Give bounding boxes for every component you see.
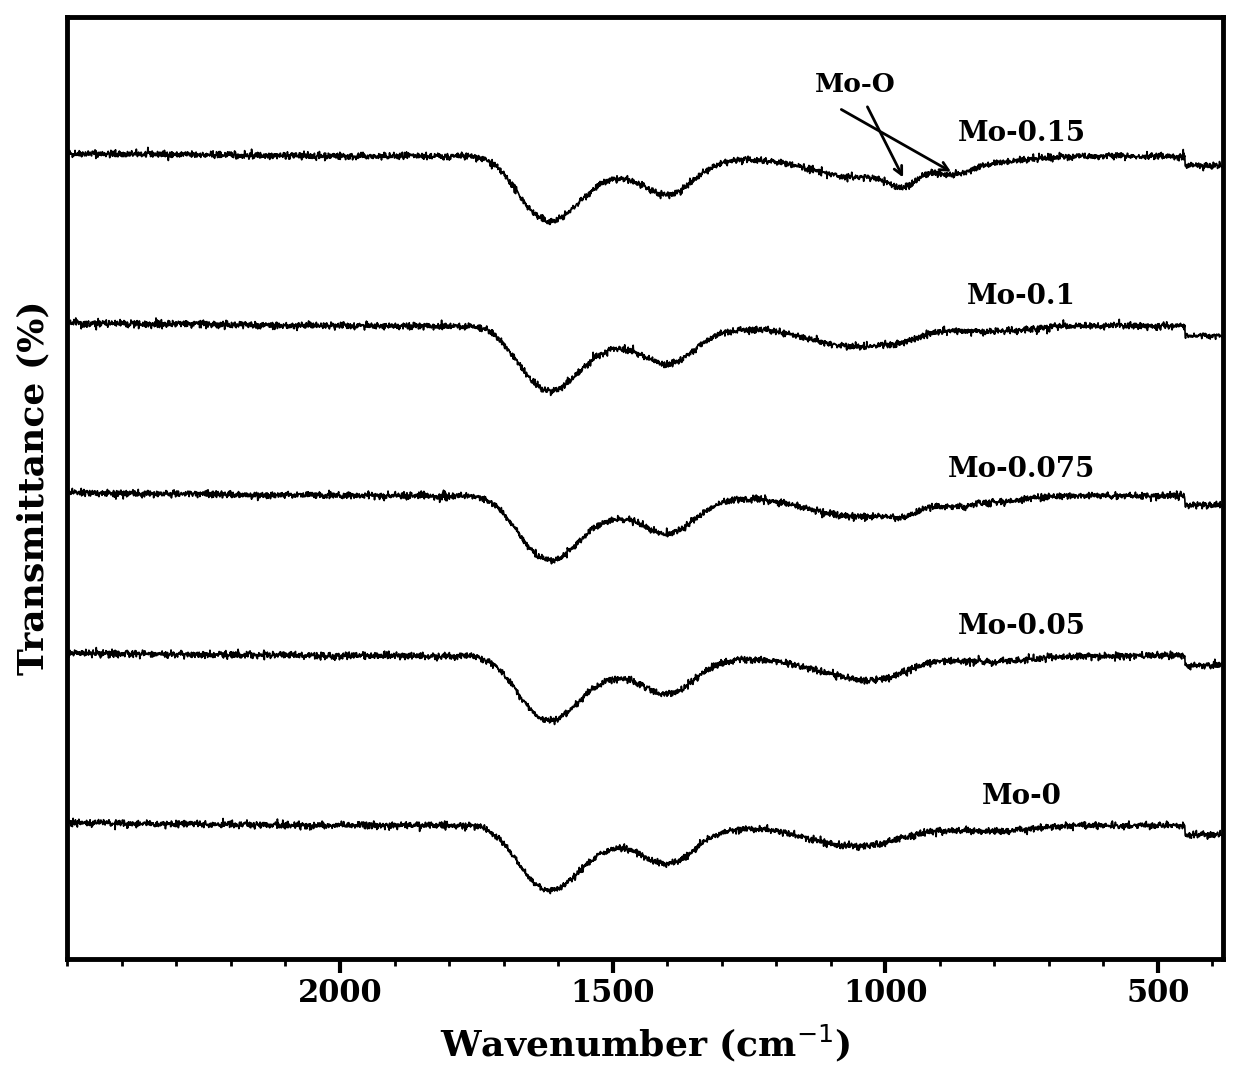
Y-axis label: Transmittance (%): Transmittance (%)	[16, 301, 51, 676]
Text: Mo-0: Mo-0	[982, 783, 1061, 810]
X-axis label: Wavenumber (cm$^{-1}$): Wavenumber (cm$^{-1}$)	[440, 1023, 851, 1065]
Text: Mo-0.05: Mo-0.05	[957, 614, 1085, 640]
Text: Mo-0.075: Mo-0.075	[947, 456, 1095, 483]
Text: Mo-0.1: Mo-0.1	[967, 283, 1076, 310]
Text: Mo-0.15: Mo-0.15	[957, 120, 1086, 147]
Text: Mo-O: Mo-O	[815, 71, 895, 97]
